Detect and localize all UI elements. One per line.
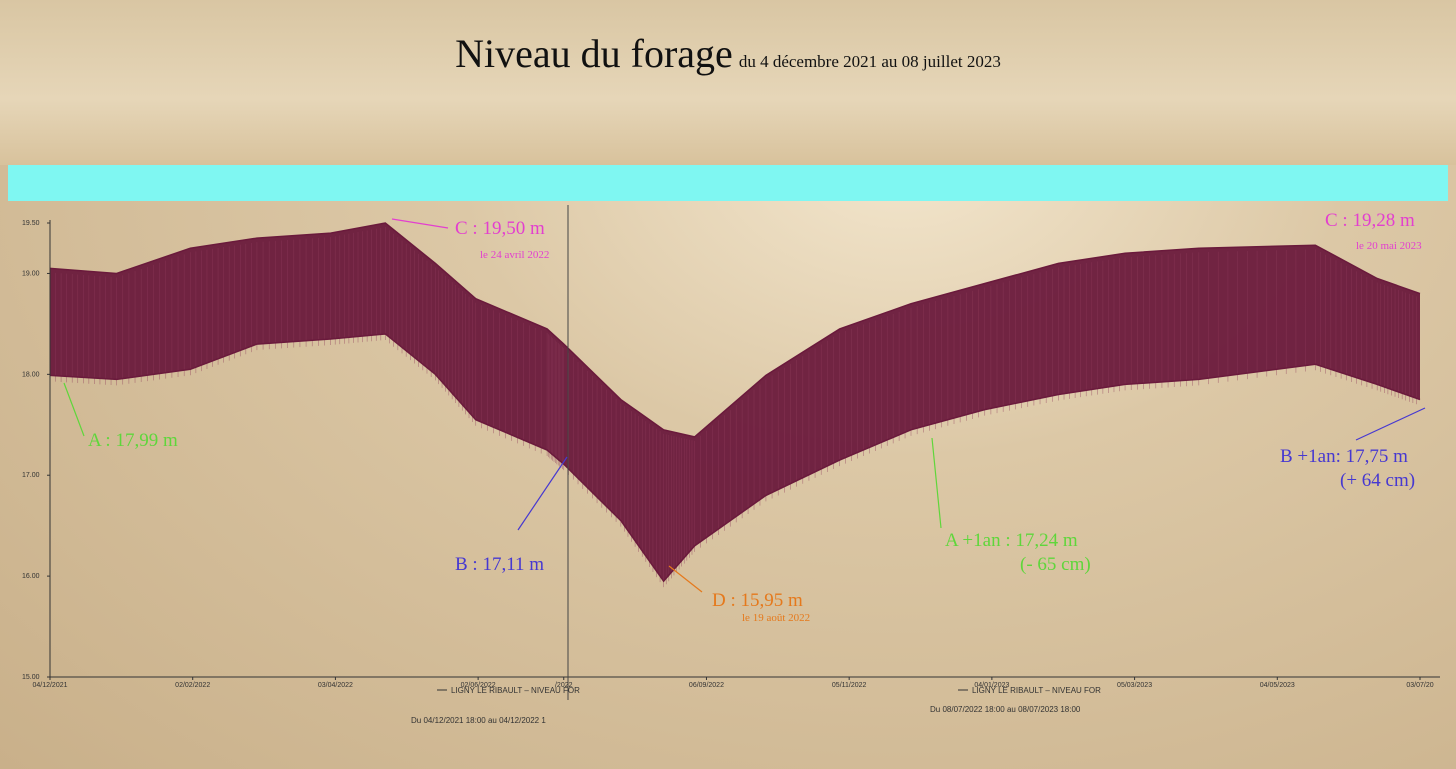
- page: Niveau du foragedu 4 décembre 2021 au 08…: [0, 0, 1456, 769]
- x-tick-label: 02/06/2022: [461, 682, 496, 689]
- annotation: A : 17,99 m: [88, 430, 178, 451]
- annotation: D : 15,95 m: [712, 590, 803, 611]
- annotation: B +1an: 17,75 m: [1280, 446, 1408, 467]
- x-tick-label: 05/11/2022: [832, 682, 867, 689]
- x-tick-label: 05/03/2023: [1117, 682, 1152, 689]
- annotation: A +1an : 17,24 m: [945, 530, 1078, 551]
- annotation: C : 19,28 m: [1325, 210, 1415, 231]
- arrow: [1356, 408, 1425, 440]
- annotation: le 19 août 2022: [742, 612, 810, 624]
- x-tick-label: 06/09/2022: [689, 682, 724, 689]
- x-tick-label: 04/01/2023: [974, 682, 1009, 689]
- x-tick-label: 03/07/20: [1406, 682, 1433, 689]
- annotation: (+ 64 cm): [1340, 470, 1415, 491]
- annotation: le 20 mai 2023: [1356, 240, 1422, 252]
- y-tick-label: 15.00: [22, 674, 40, 681]
- x-tick-label: /2022: [555, 682, 573, 689]
- x-tick-label: 04/12/2021: [32, 682, 67, 689]
- annotation: le 24 avril 2022: [480, 249, 549, 261]
- y-tick-label: 18.00: [22, 371, 40, 378]
- arrow: [518, 457, 567, 530]
- x-tick-label: 02/02/2022: [175, 682, 210, 689]
- arrow: [669, 566, 702, 592]
- annotation: C : 19,50 m: [455, 218, 545, 239]
- x-tick-label: 04/05/2023: [1260, 682, 1295, 689]
- chart: C : 19,50 m le 24 avril 2022 A : 17,99 m…: [0, 0, 1456, 769]
- y-tick-label: 16.00: [22, 573, 40, 580]
- arrow: [932, 438, 941, 528]
- x-tick-label: 03/04/2022: [318, 682, 353, 689]
- arrow: [392, 219, 448, 228]
- y-tick-label: 19.50: [22, 220, 40, 227]
- footer-note: Du 08/07/2022 18:00 au 08/07/2023 18:00: [930, 705, 1081, 714]
- arrow: [64, 383, 84, 436]
- footer-note: Du 04/12/2021 18:00 au 04/12/2022 1: [411, 716, 546, 725]
- annotation: B : 17,11 m: [455, 554, 544, 575]
- y-tick-label: 17.00: [22, 472, 40, 479]
- y-tick-label: 19.00: [22, 270, 40, 277]
- annotation: (- 65 cm): [1020, 554, 1091, 575]
